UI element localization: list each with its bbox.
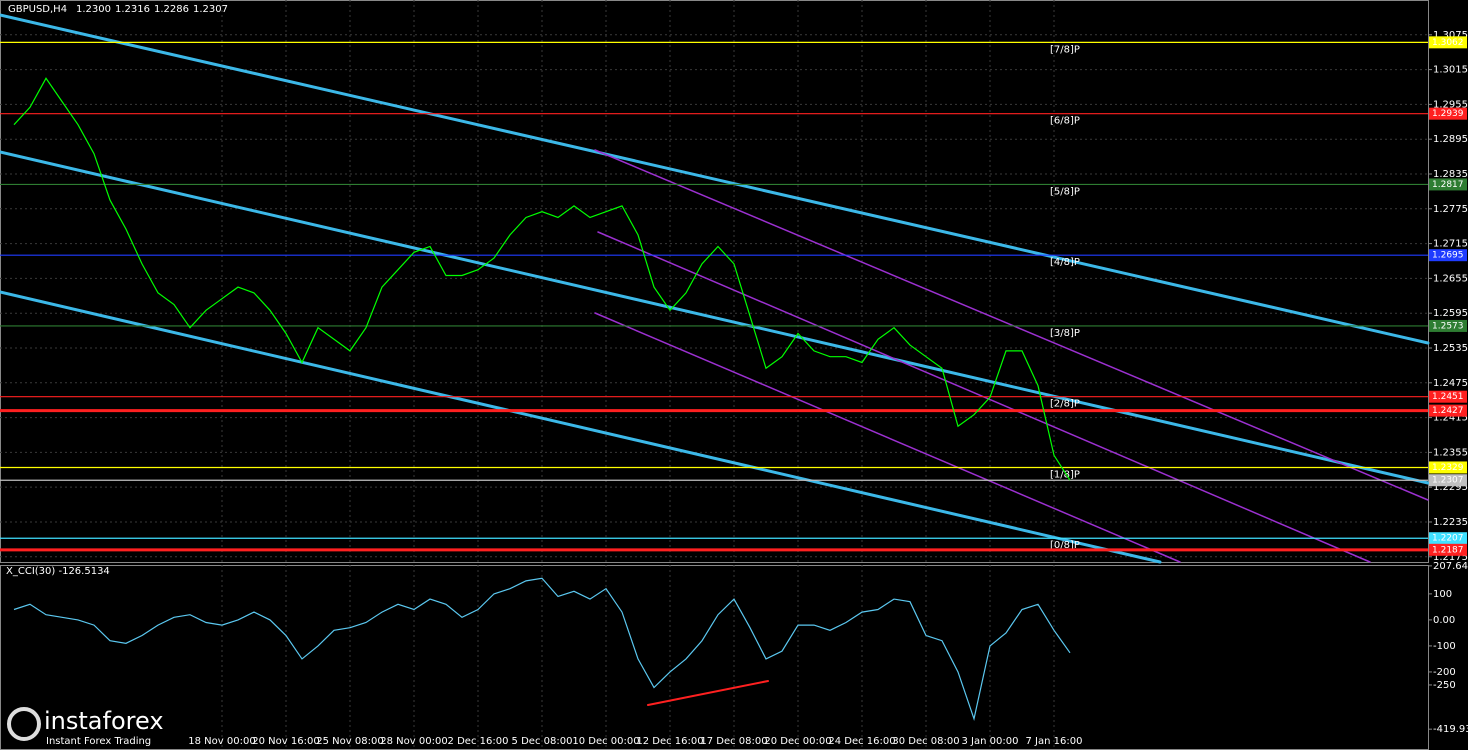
logo-name: instaforex [44, 707, 164, 735]
level-tag: [2/8]P [1050, 399, 1080, 410]
level-label-box [1429, 390, 1467, 403]
close: 1.2307 [193, 4, 228, 15]
level-tag: [6/8]P [1050, 116, 1080, 127]
x-tick-label: 25 Nov 08:00 [316, 736, 383, 747]
level-label-box [1429, 474, 1467, 487]
y-tick-label: 100 [1433, 589, 1452, 600]
channel-line [0, 290, 1162, 564]
x-tick-label: 30 Dec 08:00 [892, 736, 959, 747]
level-tag: [5/8]P [1050, 186, 1080, 197]
y-tick-label: -419.9344 [1433, 724, 1468, 735]
channel-line [0, 13, 1430, 345]
level-label-box [1429, 319, 1467, 332]
regression-line [594, 312, 1181, 563]
y-tick-label: 1.2715 [1433, 239, 1468, 250]
level-label-box [1429, 461, 1467, 474]
x-tick-label: 5 Dec 08:00 [512, 736, 573, 747]
y-tick-label: 0.00 [1433, 615, 1455, 626]
y-tick-label: 1.2655 [1433, 273, 1468, 284]
y-tick-label: -100 [1433, 641, 1456, 652]
x-tick-label: 17 Dec 08:00 [700, 736, 767, 747]
y-tick-label: 1.2355 [1433, 447, 1468, 458]
price-panel [0, 0, 1429, 563]
y-tick-label: 1.2775 [1433, 204, 1468, 215]
y-tick-label: -250 [1433, 680, 1456, 691]
channel-line [0, 150, 1430, 485]
x-tick-label: 2 Dec 16:00 [448, 736, 509, 747]
y-tick-label: 1.2535 [1433, 343, 1468, 354]
level-tag: [0/8]P [1050, 540, 1080, 551]
x-tick-label: 10 Dec 00:00 [572, 736, 639, 747]
level-label: 1.2307 [1432, 476, 1464, 486]
logo: instaforex Instant Forex Trading [7, 707, 164, 747]
x-tick-label: 20 Nov 16:00 [252, 736, 319, 747]
level-tag: [1/8]P [1050, 469, 1080, 480]
level-label: 1.3062 [1432, 38, 1464, 48]
y-tick-label: 1.2295 [1433, 482, 1468, 493]
x-tick-label: 20 Dec 00:00 [764, 736, 831, 747]
level-label: 1.2187 [1432, 545, 1464, 555]
level-tag: [7/8]P [1050, 44, 1080, 55]
symbol: GBPUSD,H4 [8, 4, 67, 15]
level-label: 1.2573 [1432, 321, 1464, 331]
level-tag: [3/8]P [1050, 328, 1080, 339]
level-label: 1.2329 [1432, 463, 1464, 473]
x-tick-label: 3 Jan 00:00 [962, 736, 1019, 747]
cci-title: X_CCI(30) -126.5134 [6, 566, 110, 577]
regression-line [594, 149, 1429, 501]
level-label-box [1429, 249, 1467, 262]
logo-icon [7, 707, 41, 741]
y-tick-label: 1.3075 [1433, 30, 1468, 41]
level-label-box [1429, 543, 1467, 556]
y-tick-label: 1.2175 [1433, 552, 1468, 563]
y-tick-label: 207.6441 [1433, 561, 1468, 572]
open: 1.2300 [76, 4, 111, 15]
level-label: 1.2207 [1432, 534, 1464, 544]
divergence-line [647, 680, 769, 706]
x-tick-label: 18 Nov 00:00 [188, 736, 255, 747]
low: 1.2286 [154, 4, 189, 15]
level-label-box [1429, 404, 1467, 417]
level-label-box [1429, 36, 1467, 49]
level-label: 1.2451 [1432, 392, 1464, 402]
logo-tagline: Instant Forex Trading [46, 736, 151, 747]
level-label: 1.2939 [1432, 109, 1464, 119]
y-tick-label: 1.3015 [1433, 65, 1468, 76]
y-tick-label: 1.2895 [1433, 134, 1468, 145]
y-tick-label: 1.2955 [1433, 99, 1468, 110]
y-tick-label: 1.2415 [1433, 413, 1468, 424]
y-tick-label: 1.2235 [1433, 517, 1468, 528]
x-tick-label: 24 Dec 16:00 [828, 736, 895, 747]
series-line [13, 577, 1071, 722]
y-tick-label: -200 [1433, 667, 1456, 678]
level-label: 1.2427 [1432, 406, 1464, 416]
y-tick-label: 1.2595 [1433, 308, 1468, 319]
y-tick-label: 1.2835 [1433, 169, 1468, 180]
level-label-box [1429, 107, 1467, 120]
x-tick-label: 7 Jan 16:00 [1026, 736, 1083, 747]
channels [0, 13, 1430, 706]
x-tick-label: 28 Nov 00:00 [380, 736, 447, 747]
high: 1.2316 [115, 4, 150, 15]
x-tick-label: 12 Dec 16:00 [636, 736, 703, 747]
level-tag: [4/8]P [1050, 257, 1080, 268]
level-label: 1.2817 [1432, 180, 1464, 190]
level-label-box [1429, 178, 1467, 191]
series-line [13, 77, 1071, 481]
level-label: 1.2695 [1432, 251, 1464, 261]
y-tick-label: 1.2475 [1433, 378, 1468, 389]
level-label-box [1429, 532, 1467, 545]
